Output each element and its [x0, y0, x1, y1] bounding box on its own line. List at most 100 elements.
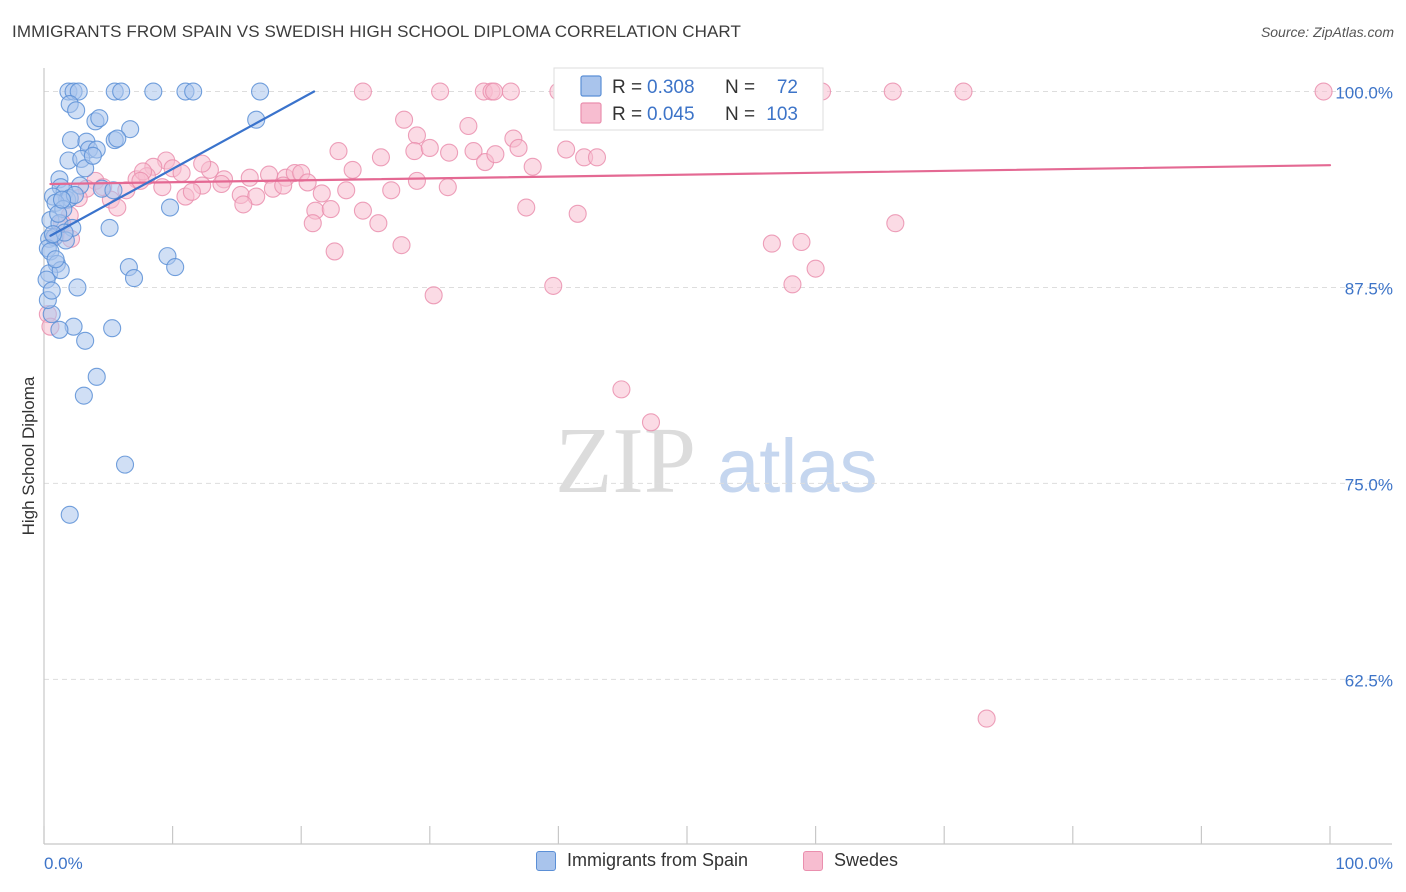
swedes-point — [337, 181, 356, 200]
swedes-point — [407, 171, 426, 190]
legend-item-swedes[interactable]: Swedes — [803, 850, 898, 871]
swedes-point — [485, 82, 504, 101]
swedes-point — [792, 232, 811, 252]
swedes-point — [440, 143, 459, 162]
swedes-point — [557, 140, 576, 159]
swedes-point — [303, 214, 322, 233]
series-swedes-points — [38, 82, 1333, 728]
swedes-point — [509, 138, 528, 158]
swedes-point — [459, 116, 478, 136]
swedes-point — [883, 82, 902, 101]
swedes-point — [325, 242, 344, 261]
immigrants-point — [68, 278, 87, 297]
immigrants-trend-line — [49, 90, 316, 237]
swedes-point — [369, 214, 388, 233]
swedes-point — [431, 82, 450, 101]
swedes-point — [523, 157, 542, 176]
swedes-point — [1314, 82, 1333, 101]
immigrants-point — [83, 146, 102, 165]
immigrants-point — [100, 218, 119, 237]
immigrants-point — [87, 367, 106, 386]
swedes-point — [762, 234, 781, 253]
swedes-point — [353, 201, 372, 220]
stats-swatch-blue — [580, 75, 602, 97]
legend-label-swedes: Swedes — [834, 850, 899, 870]
swedes-point — [501, 82, 520, 101]
y-tick-label: 75.0% — [1345, 475, 1393, 494]
swedes-point — [392, 236, 411, 255]
immigrants-point — [166, 258, 185, 277]
chart-title: IMMIGRANTS FROM SPAIN VS SWEDISH HIGH SC… — [12, 22, 741, 41]
swedes-point — [612, 380, 631, 399]
swedes-point — [424, 286, 443, 305]
stats-n-label-pink: N = — [725, 104, 755, 125]
stats-r-label-pink: R = — [612, 104, 642, 125]
stats-r-value-pink: 0.045 — [647, 104, 695, 125]
swedes-point — [486, 145, 505, 164]
swedes-trend-line — [49, 164, 1332, 186]
y-axis-label: High School Diploma — [19, 376, 38, 535]
legend-swatch-pink — [803, 850, 823, 871]
immigrants-point — [144, 82, 163, 101]
x-tick-label-min: 0.0% — [44, 854, 83, 873]
source-credit: Source: ZipAtlas.com — [1260, 24, 1394, 40]
swedes-point — [587, 148, 607, 167]
immigrants-point — [121, 120, 140, 139]
stats-n-value-pink: 103 — [766, 104, 798, 125]
immigrants-point — [124, 269, 144, 288]
immigrants-point — [115, 455, 135, 474]
swedes-point — [977, 709, 996, 728]
immigrants-point — [67, 101, 86, 120]
swedes-point — [464, 142, 483, 161]
swedes-point — [240, 168, 259, 187]
stats-box: R = 0.308 N = 72 R = 0.045 N = 103 — [553, 67, 824, 131]
swedes-point — [544, 276, 563, 295]
immigrants-point — [103, 319, 122, 338]
y-tick-labels: 100.0% 87.5% 75.0% 62.5% — [1335, 84, 1393, 691]
swedes-point — [568, 204, 587, 223]
series-immigrants-points — [37, 82, 270, 524]
y-tick-label: 62.5% — [1345, 671, 1393, 690]
chart-legend: Immigrants from Spain Swedes — [0, 850, 1406, 880]
watermark-atlas: atlas — [717, 424, 878, 509]
swedes-point — [343, 160, 362, 179]
immigrants-point — [108, 129, 127, 148]
swedes-point — [353, 82, 372, 101]
swedes-point — [438, 178, 457, 197]
swedes-point — [806, 259, 825, 278]
swedes-point — [193, 154, 212, 173]
swedes-point — [407, 126, 426, 145]
legend-swatch-blue — [536, 850, 556, 871]
immigrants-point — [52, 190, 72, 209]
immigrants-point — [60, 505, 79, 524]
immigrants-point — [76, 331, 95, 350]
immigrants-point — [160, 198, 180, 217]
stats-swatch-pink — [580, 102, 602, 124]
swedes-point — [783, 275, 802, 294]
swedes-point — [405, 142, 424, 161]
swedes-point — [312, 184, 331, 203]
y-tick-label: 87.5% — [1345, 279, 1393, 298]
swedes-point — [886, 214, 905, 233]
legend-label-immigrants: Immigrants from Spain — [567, 850, 749, 870]
trend-lines — [49, 90, 1332, 237]
immigrants-point — [90, 109, 109, 128]
legend-item-immigrants[interactable]: Immigrants from Spain — [536, 850, 748, 871]
stats-r-label-blue: R = — [612, 77, 642, 98]
immigrants-point — [184, 82, 203, 101]
immigrants-point — [69, 82, 88, 101]
swedes-point — [382, 181, 401, 200]
immigrants-point — [46, 250, 65, 269]
immigrants-point — [112, 82, 131, 101]
immigrants-point — [42, 281, 61, 300]
y-tick-label: 100.0% — [1335, 84, 1393, 103]
swedes-point — [234, 195, 253, 214]
swedes-point — [298, 173, 317, 192]
x-tick-label-max: 100.0% — [1335, 854, 1393, 873]
immigrants-point — [61, 131, 81, 150]
swedes-point — [641, 413, 661, 432]
swedes-point — [321, 200, 340, 219]
immigrants-point — [104, 181, 123, 200]
stats-n-label-blue: N = — [725, 77, 755, 98]
